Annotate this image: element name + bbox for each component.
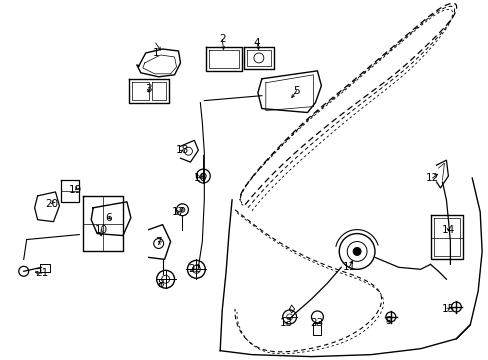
Circle shape xyxy=(200,173,206,179)
Circle shape xyxy=(180,207,184,212)
Text: 11: 11 xyxy=(342,262,355,272)
Text: 13: 13 xyxy=(280,318,293,328)
Text: 2: 2 xyxy=(219,34,225,44)
Text: 22: 22 xyxy=(187,264,201,274)
Text: 7: 7 xyxy=(155,237,162,247)
Circle shape xyxy=(352,247,360,255)
Text: 8: 8 xyxy=(157,279,163,289)
Text: 1: 1 xyxy=(152,48,159,58)
Text: 19: 19 xyxy=(68,185,82,195)
Text: 9: 9 xyxy=(385,316,391,326)
Text: 23: 23 xyxy=(309,318,323,328)
Text: 15: 15 xyxy=(441,304,454,314)
Text: 4: 4 xyxy=(253,38,260,48)
Text: 6: 6 xyxy=(105,213,112,223)
Text: 14: 14 xyxy=(441,225,454,235)
Text: 10: 10 xyxy=(94,225,107,235)
Text: 21: 21 xyxy=(35,268,48,278)
Text: 5: 5 xyxy=(293,86,299,96)
Text: 17: 17 xyxy=(172,207,185,217)
Text: 16: 16 xyxy=(193,173,206,183)
Text: 12: 12 xyxy=(425,173,438,183)
Text: 20: 20 xyxy=(45,199,58,209)
Text: 18: 18 xyxy=(176,145,189,155)
Text: 3: 3 xyxy=(145,84,152,94)
